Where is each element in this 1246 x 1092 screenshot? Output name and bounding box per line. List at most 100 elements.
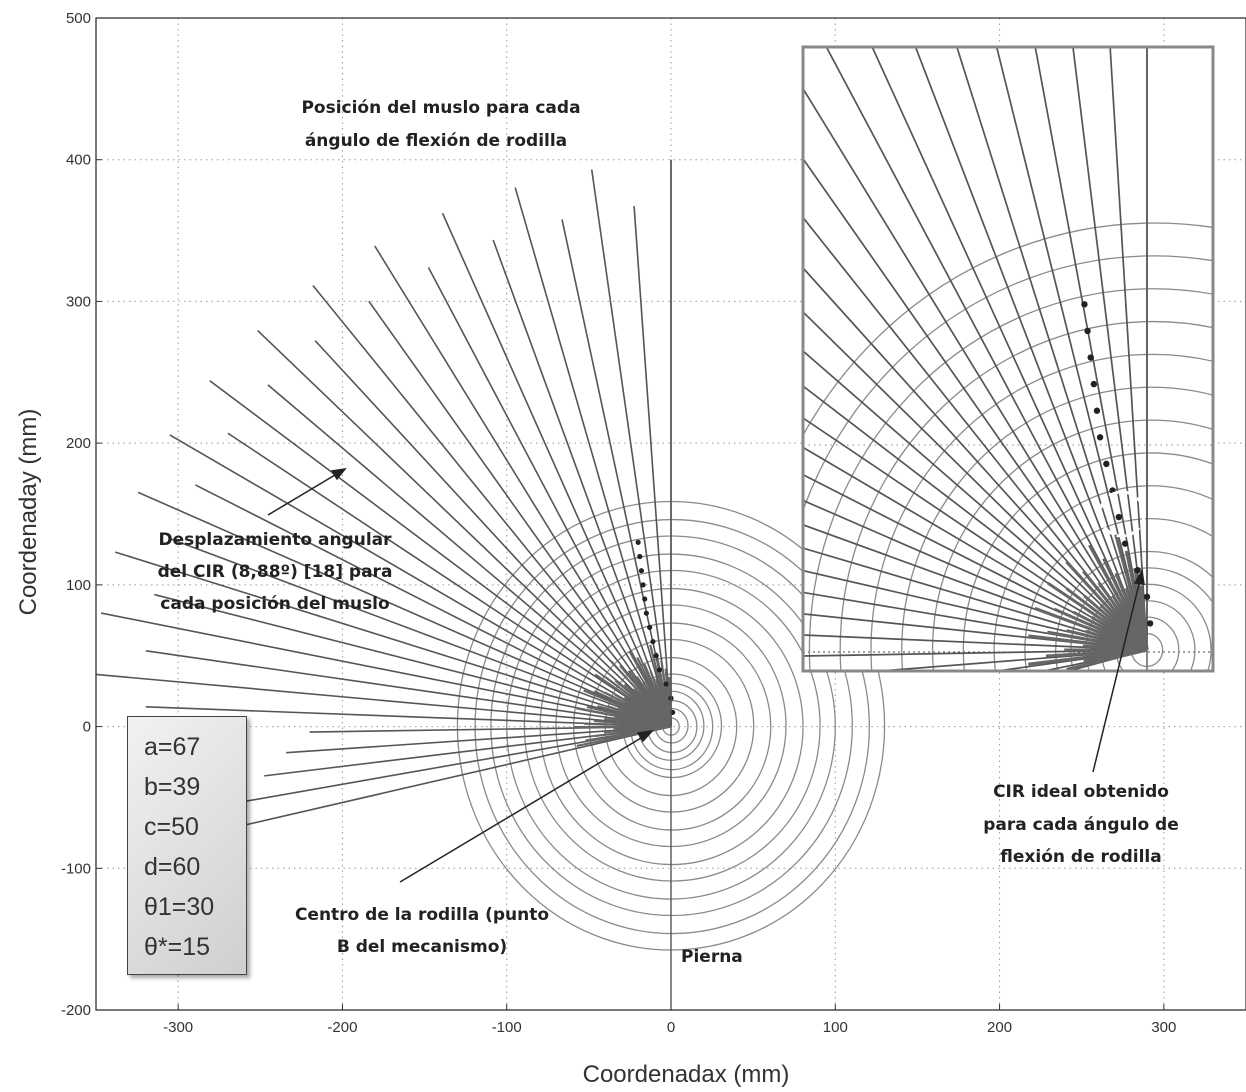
inset-thigh-line: [1109, 47, 1148, 651]
annotation-cir-disp-line1: Desplazamiento angular: [158, 530, 392, 550]
knee-circle: [523, 569, 821, 882]
inset-thigh-line: [869, 649, 1148, 671]
inset-content: [803, 47, 1213, 671]
annotation-cir-ideal-line2: para cada ángulo de: [983, 815, 1179, 835]
inset-thigh-line: [803, 473, 1148, 651]
inset-cir-point: [1081, 301, 1088, 308]
cir-point: [653, 653, 659, 659]
inset-thigh-line: [803, 634, 1148, 651]
inset-thigh-line: [803, 649, 1148, 657]
thigh-line: [312, 284, 672, 728]
inset-thigh-line: [803, 446, 1148, 651]
thigh-line: [257, 330, 672, 728]
inset-thigh-line: [803, 384, 1148, 651]
inset-thigh-line: [803, 569, 1148, 651]
y-tick-label: -100: [61, 860, 91, 877]
thigh-line: [145, 705, 672, 728]
thigh-line: [590, 169, 672, 727]
thigh-line: [195, 484, 672, 728]
inset-cir-point: [1084, 327, 1091, 335]
thigh-line: [137, 491, 672, 728]
arrow-center-head: [636, 729, 654, 743]
inset-thigh-line: [1034, 47, 1148, 651]
y-tick-label: -200: [61, 1002, 91, 1019]
annotation-cir-disp-line2: del CIR (8,88º) [18] para: [158, 562, 393, 582]
param-d: d=60: [144, 853, 201, 881]
y-tick-label: 500: [66, 10, 91, 27]
thigh-line: [514, 187, 672, 727]
inset-thigh-line: [991, 649, 1148, 671]
param-theta-star: θ*=15: [144, 933, 211, 961]
inset-thigh-line: [803, 612, 1148, 651]
thigh-line: [374, 245, 672, 727]
cir-point: [635, 539, 641, 545]
inset-cir-point: [1134, 567, 1141, 574]
zoom-inset: [801, 45, 1215, 673]
param-c: c=50: [144, 813, 199, 841]
cir-point: [642, 596, 648, 602]
thigh-line: [169, 434, 672, 728]
arrow-cir-ideal-head: [1133, 568, 1145, 585]
inset-cir-point: [1087, 354, 1094, 361]
inset-thigh-line: [825, 47, 1148, 651]
plot-area: [96, 159, 886, 951]
inset-cir-point: [1115, 513, 1123, 521]
annotation-thigh-line2: ángulo de flexión de rodilla: [305, 131, 567, 151]
cir-point: [650, 638, 656, 645]
x-tick-label: -300: [163, 1019, 193, 1036]
y-tick-label: 300: [66, 293, 91, 310]
inset-thigh-line-dense: [1066, 648, 1148, 671]
inset-thigh-line: [995, 47, 1148, 651]
thigh-line: [209, 380, 672, 728]
inset-circle: [931, 419, 1213, 671]
param-a: a=67: [144, 733, 201, 761]
inset-thigh-line: [803, 416, 1148, 651]
inset-circle: [901, 386, 1213, 671]
cir-point: [656, 667, 663, 673]
y-tick-label: 100: [66, 577, 91, 594]
inset-thigh-line: [803, 499, 1148, 651]
inset-cir-point: [1121, 540, 1129, 547]
y-tick-label: 200: [66, 435, 91, 452]
annotation-cir-ideal-line3: flexión de rodilla: [1000, 847, 1161, 867]
x-axis-label: Coordenadax (mm): [583, 1061, 790, 1088]
inset-cir-point: [1096, 434, 1104, 441]
param-b: b=39: [144, 773, 201, 801]
inset-thigh-line: [871, 47, 1148, 651]
cir-points: [635, 539, 676, 716]
thigh-line: [492, 239, 672, 727]
inset-cir-point: [1090, 380, 1098, 388]
inset-circle: [808, 288, 1213, 671]
inset-cir-point: [1103, 460, 1110, 468]
plot-frame: [95, 17, 1246, 1011]
inset-circle: [803, 255, 1213, 513]
annotation-cir-ideal-line1: CIR ideal obtenido: [993, 782, 1169, 802]
arrow-cir-disp-head: [330, 467, 347, 481]
annotation-thigh-line1: Posición del muslo para cada: [301, 98, 580, 118]
inset-circle: [803, 222, 1213, 437]
annotation-center-line1: Centro de la rodilla (punto: [295, 905, 549, 925]
x-tick-label: 0: [667, 1019, 675, 1036]
cir-point: [647, 624, 653, 630]
y-tick-label: 400: [66, 152, 91, 169]
parameters-box: a=67 b=39 c=50 d=60 θ1=30 θ*=15: [127, 716, 247, 975]
cir-point: [640, 582, 646, 588]
inset-thigh-line: [803, 310, 1148, 651]
knee-circle: [572, 622, 772, 831]
x-tick-label: -100: [492, 1019, 522, 1036]
x-tick-label: 200: [987, 1019, 1012, 1036]
x-tick-label: -200: [327, 1019, 357, 1036]
y-tick-labels: -200 -100 0 100 200 300 400 500: [61, 10, 91, 1019]
inset-thigh-line: [803, 157, 1148, 651]
inset-thigh-line: [803, 349, 1148, 651]
y-axis-label: Coordenaday (mm): [15, 409, 42, 616]
thigh-line: [226, 725, 672, 831]
thigh-line-dense: [576, 725, 672, 748]
cir-point: [663, 681, 669, 687]
thigh-line: [227, 432, 672, 728]
param-theta1: θ1=30: [144, 893, 215, 921]
annotation-center-line2: B del mecanismo): [337, 937, 507, 957]
inset-thigh-line: [803, 266, 1148, 651]
thigh-line: [114, 551, 672, 728]
